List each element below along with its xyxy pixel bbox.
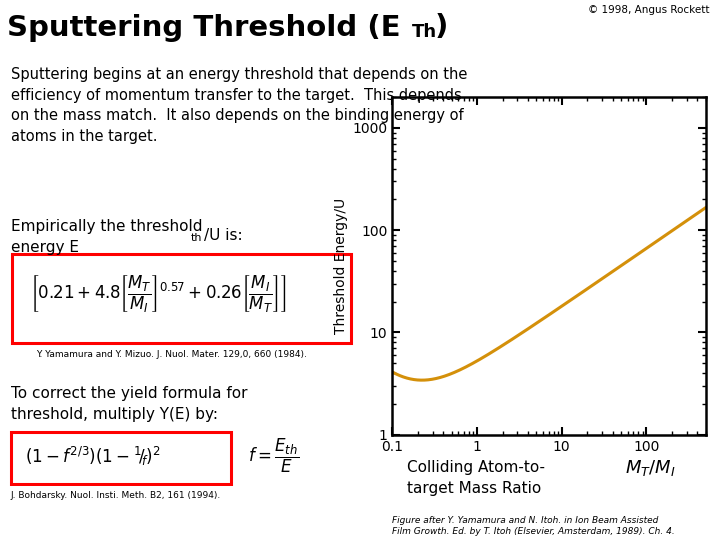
Text: th: th (191, 233, 202, 244)
Text: Empirically the threshold
energy E: Empirically the threshold energy E (11, 219, 202, 255)
Text: $(1-f^{2/3})(1-{}^1\!/\!_f)^2$: $(1-f^{2/3})(1-{}^1\!/\!_f)^2$ (24, 445, 161, 468)
Text: Sputtering begins at an energy threshold that depends on the
efficiency of momen: Sputtering begins at an energy threshold… (11, 68, 467, 144)
Text: © 1998, Angus Rockett: © 1998, Angus Rockett (588, 5, 709, 16)
Text: ): ) (434, 14, 448, 42)
FancyBboxPatch shape (11, 431, 231, 484)
Text: $M_T/M_I$: $M_T/M_I$ (625, 458, 675, 478)
Text: To correct the yield formula for
threshold, multiply Y(E) by:: To correct the yield formula for thresho… (11, 386, 247, 422)
Text: Sputtering Threshold (E: Sputtering Threshold (E (7, 14, 401, 42)
Text: Colliding Atom-to-
target Mass Ratio: Colliding Atom-to- target Mass Ratio (407, 460, 545, 496)
Text: Y. Yamamura and Y. Mizuo. J. Nuol. Mater. 129,0, 660 (1984).: Y. Yamamura and Y. Mizuo. J. Nuol. Mater… (36, 350, 307, 359)
Text: $f = \dfrac{E_{th}}{E}$: $f = \dfrac{E_{th}}{E}$ (248, 437, 300, 475)
Text: Figure after Y. Yamamura and N. Itoh. in Ion Beam Assisted
Film Growth. Ed. by T: Figure after Y. Yamamura and N. Itoh. in… (392, 516, 675, 536)
FancyBboxPatch shape (12, 254, 351, 343)
Text: Th: Th (412, 23, 437, 40)
Text: /U is:: /U is: (204, 228, 243, 244)
Text: J. Bohdarsky. Nuol. Insti. Meth. B2, 161 (1994).: J. Bohdarsky. Nuol. Insti. Meth. B2, 161… (11, 491, 221, 501)
Y-axis label: Threshold Energy/U: Threshold Energy/U (334, 198, 348, 334)
Text: $\left[0.21 + 4.8\left[\dfrac{M_T}{M_I}\right]^{0.57} + 0.26\left[\dfrac{M_I}{M_: $\left[0.21 + 4.8\left[\dfrac{M_T}{M_I}\… (30, 274, 286, 315)
